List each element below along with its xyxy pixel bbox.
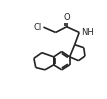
Text: O: O (63, 13, 70, 22)
Text: Cl: Cl (34, 23, 42, 32)
Text: NH: NH (81, 28, 94, 37)
